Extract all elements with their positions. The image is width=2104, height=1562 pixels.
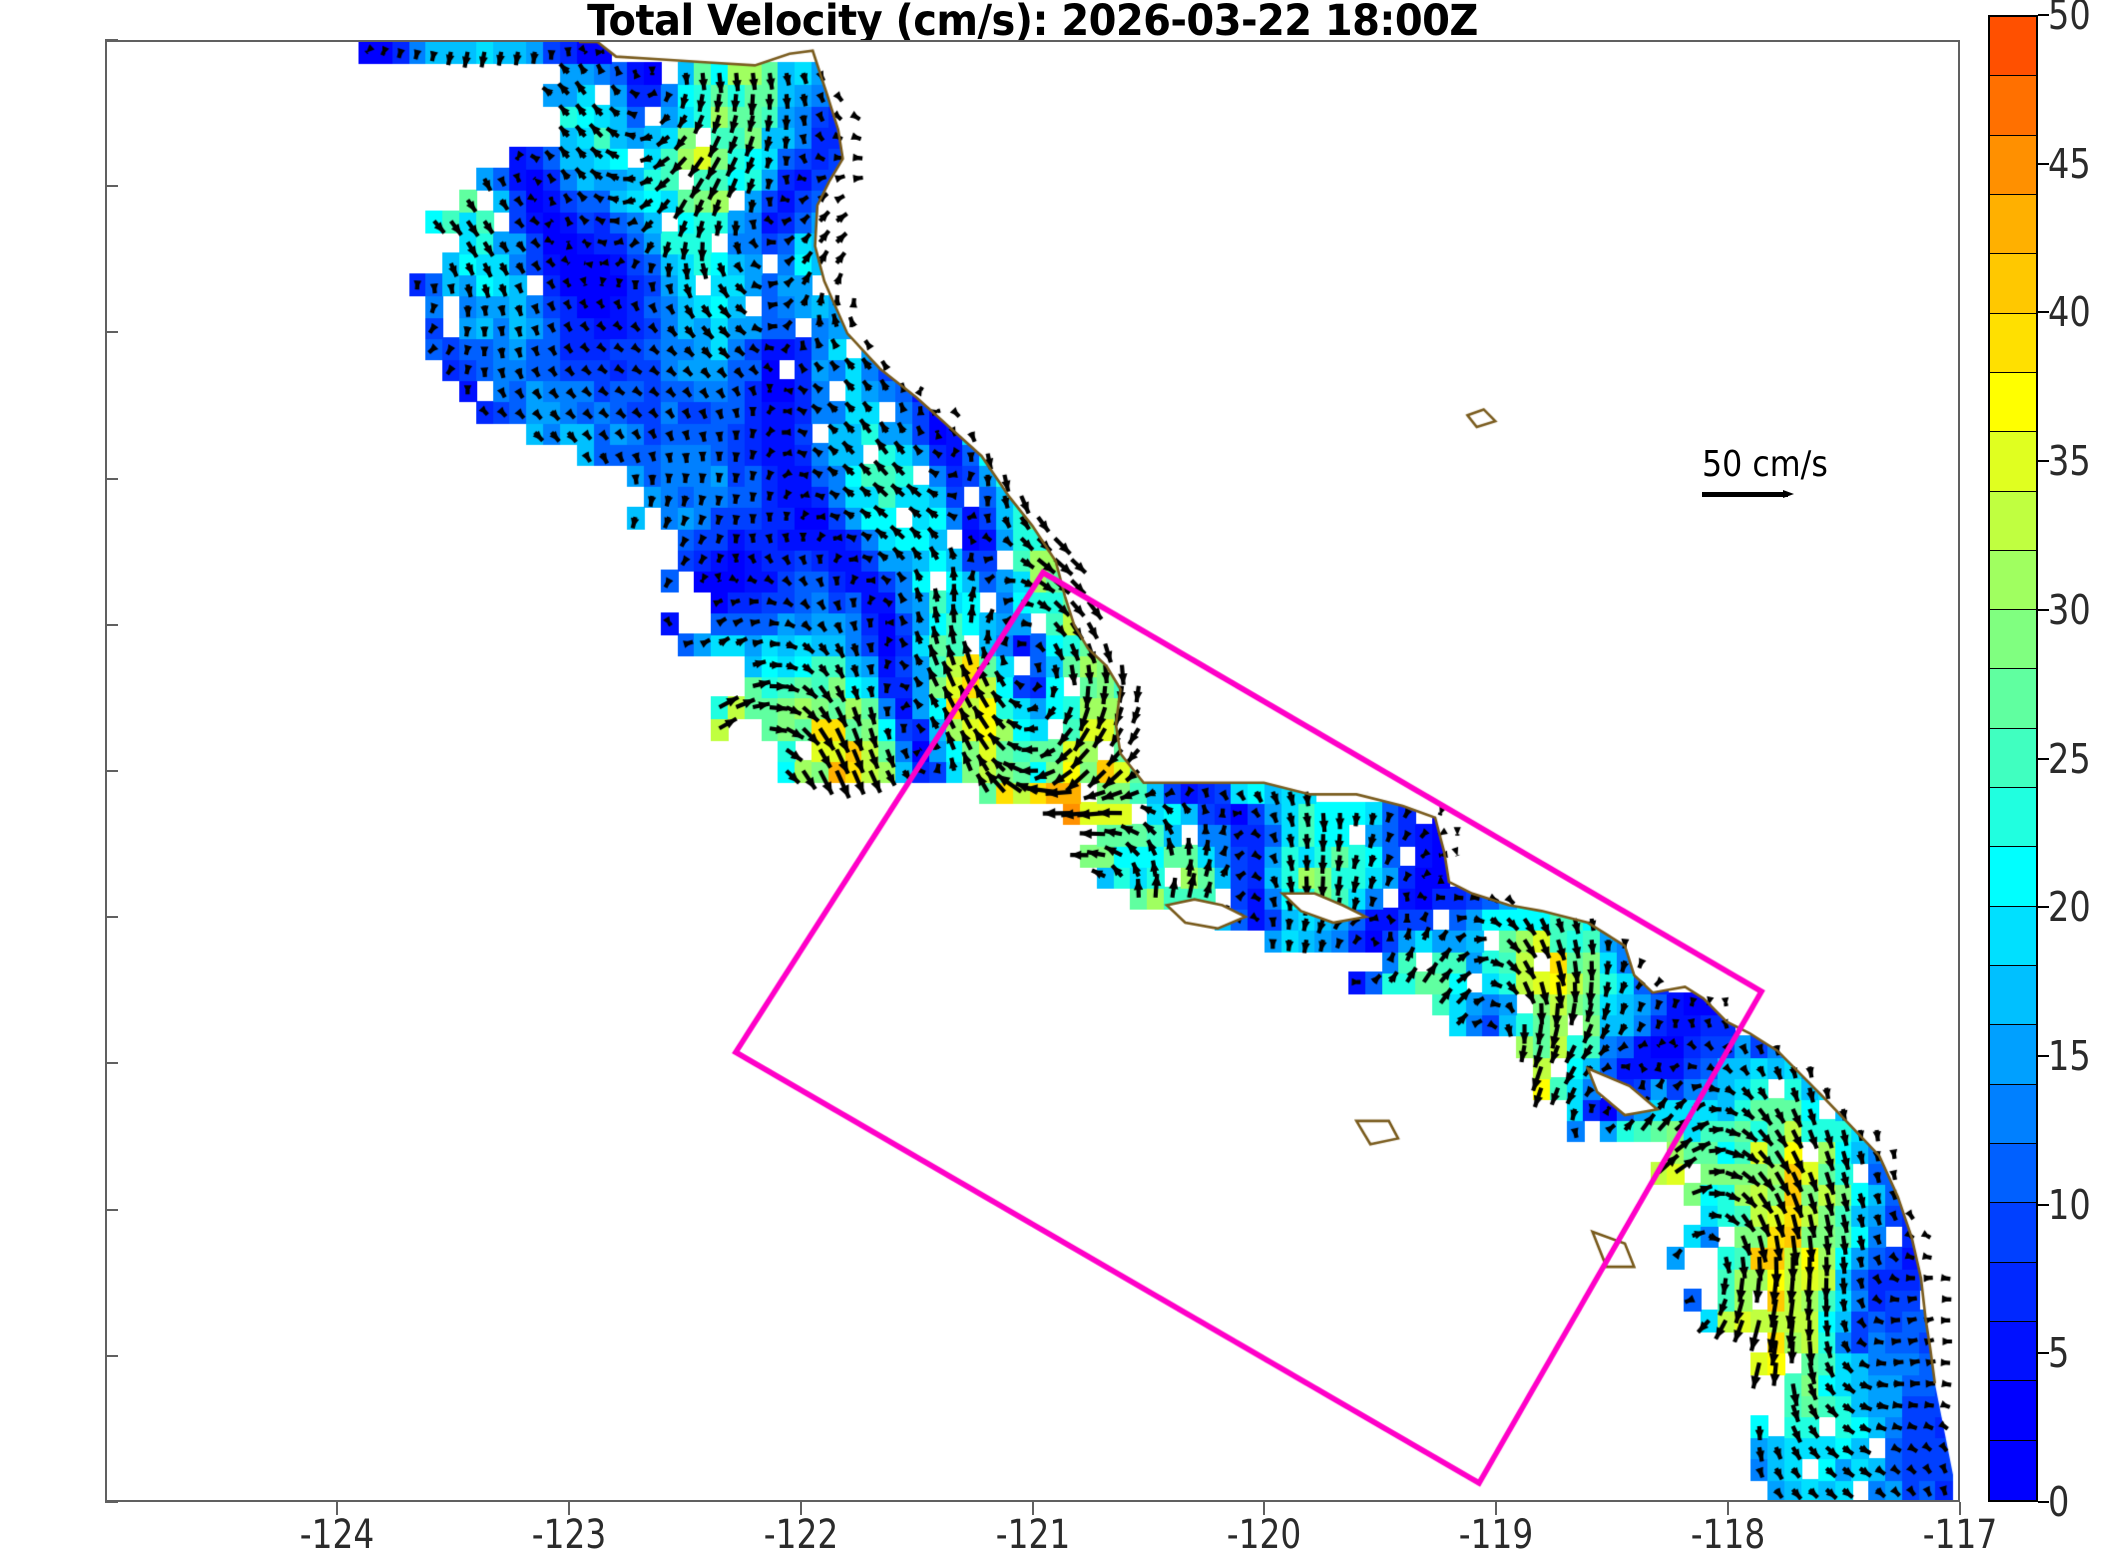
page-title: Total Velocity (cm/s): 2026-03-22 18:00Z: [587, 0, 1478, 46]
colorbar-tick-label: 15: [2048, 1031, 2091, 1080]
x-tick-mark: [1263, 1502, 1266, 1515]
colorbar-segment: [1990, 254, 2036, 314]
colorbar-tick-mark: [2038, 906, 2049, 909]
colorbar-segment: [1990, 1321, 2036, 1382]
colorbar-segment: [1990, 847, 2036, 907]
reference-vector-legend: 50 cm/s: [1702, 444, 1902, 504]
colorbar-segment: [1990, 550, 2036, 611]
x-tick-label: -120: [1227, 1512, 1302, 1558]
colorbar-segment: [1990, 1203, 2036, 1263]
colorbar-segment: [1990, 728, 2036, 789]
y-tick-mark: [105, 623, 118, 626]
y-tick-mark: [105, 477, 118, 480]
colorbar-tick-label: 45: [2048, 139, 2091, 188]
x-tick-mark: [1959, 1502, 1961, 1515]
reference-vector-label: 50 cm/s: [1702, 444, 1828, 485]
colorbar-tick-mark: [2038, 608, 2049, 611]
y-tick-mark: [105, 770, 118, 772]
x-tick-label: -117: [1922, 1512, 1998, 1558]
colorbar-tick-label: 35: [2048, 437, 2091, 486]
colorbar-segment: [1990, 372, 2036, 433]
colorbar-segment: [1990, 1025, 2036, 1085]
reference-vector-arrow-icon: [1702, 490, 1794, 498]
y-tick-mark: [105, 39, 118, 41]
colorbar-segment: [1990, 788, 2036, 848]
y-tick-mark: [105, 1354, 118, 1357]
colorbar-tick-mark: [2038, 1203, 2049, 1206]
colorbar-tick-mark: [2038, 1054, 2049, 1057]
colorbar-segment: [1990, 76, 2036, 136]
x-tick-label: -121: [995, 1512, 1070, 1558]
colorbar-segment: [1990, 966, 2036, 1026]
velocity-field-canvas[interactable]: [107, 42, 1958, 1500]
colorbar-tick-label: 20: [2048, 883, 2091, 932]
y-tick-mark: [105, 185, 118, 188]
colorbar-tick-label: 25: [2048, 734, 2091, 783]
x-tick-label: -124: [299, 1512, 375, 1558]
colorbar-tick-label: 40: [2048, 288, 2091, 337]
colorbar-segment: [1990, 610, 2036, 670]
x-tick-mark: [1727, 1502, 1730, 1515]
x-tick-mark: [799, 1502, 802, 1515]
x-tick-label: -118: [1690, 1512, 1766, 1558]
colorbar-tick-label: 30: [2048, 585, 2091, 634]
colorbar-segment: [1990, 906, 2036, 966]
colorbar-segment: [1990, 194, 2036, 255]
colorbar-tick-label: 50: [2048, 0, 2091, 39]
colorbar-segment: [1990, 17, 2036, 77]
colorbar-tick-mark: [2038, 14, 2049, 16]
y-tick-mark: [105, 1501, 118, 1503]
colorbar-segment: [1990, 669, 2036, 729]
x-tick-label: -119: [1459, 1512, 1534, 1558]
y-tick-mark: [105, 916, 118, 919]
colorbar-segment: [1990, 1262, 2036, 1322]
colorbar-segment: [1990, 313, 2036, 373]
velocity-colorbar[interactable]: [1988, 15, 2038, 1502]
x-tick-mark: [335, 1502, 338, 1515]
colorbar-segment: [1990, 1440, 2036, 1500]
colorbar-segment: [1990, 1084, 2036, 1144]
x-tick-mark: [1031, 1502, 1034, 1515]
colorbar-tick-mark: [2038, 1501, 2049, 1503]
colorbar-tick-label: 5: [2048, 1329, 2070, 1378]
x-tick-label: -123: [531, 1512, 606, 1558]
colorbar-segment: [1990, 135, 2036, 195]
map-plot-area[interactable]: [105, 40, 1960, 1502]
colorbar-tick-mark: [2038, 162, 2049, 165]
colorbar-tick-label: 10: [2048, 1180, 2091, 1229]
colorbar-tick-mark: [2038, 311, 2049, 314]
colorbar-segment: [1990, 432, 2036, 492]
colorbar-segment: [1990, 1381, 2036, 1441]
y-tick-mark: [105, 1062, 118, 1065]
x-tick-label: -122: [763, 1512, 838, 1558]
colorbar-segment: [1990, 491, 2036, 551]
colorbar-tick-mark: [2038, 1352, 2049, 1355]
colorbar-segment: [1990, 1143, 2036, 1204]
colorbar-tick-label: 0: [2048, 1478, 2070, 1526]
x-tick-mark: [1495, 1502, 1498, 1515]
colorbar-tick-mark: [2038, 460, 2049, 463]
y-tick-mark: [105, 1208, 118, 1211]
x-tick-mark: [567, 1502, 570, 1515]
colorbar-tick-mark: [2038, 757, 2049, 760]
y-tick-mark: [105, 331, 118, 334]
